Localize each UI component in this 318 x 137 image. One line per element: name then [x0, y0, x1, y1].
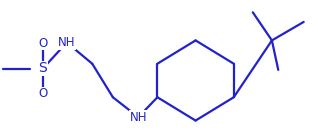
- Text: O: O: [38, 87, 48, 100]
- Text: NH: NH: [58, 36, 76, 49]
- Text: NH: NH: [129, 111, 147, 124]
- Text: S: S: [38, 62, 47, 75]
- Text: O: O: [38, 37, 48, 50]
